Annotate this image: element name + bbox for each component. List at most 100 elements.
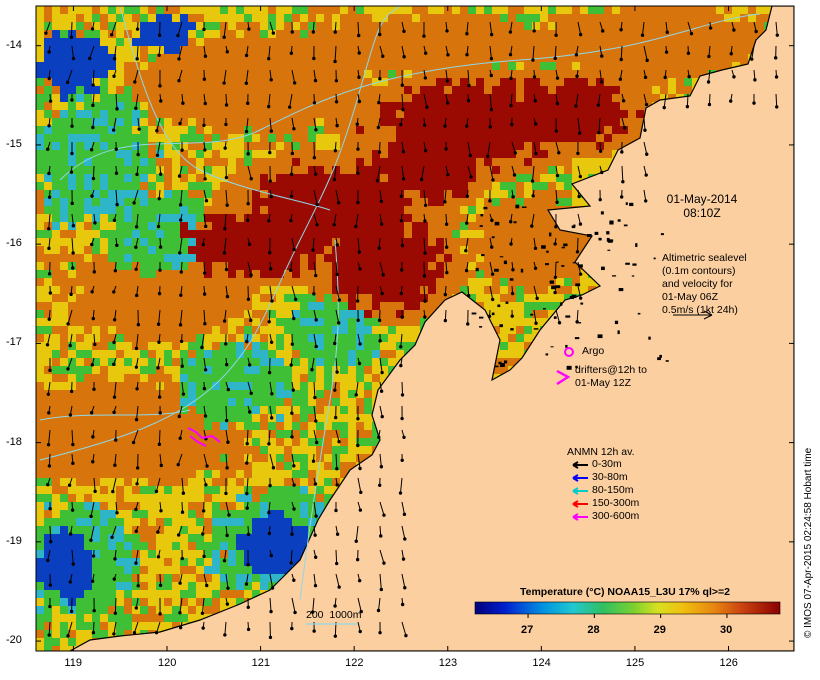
sst-pixel (148, 30, 156, 38)
sst-pixel (524, 310, 532, 318)
sst-pixel (420, 246, 428, 254)
sst-pixel (396, 190, 404, 198)
sst-pixel (36, 126, 44, 134)
sst-pixel (484, 94, 492, 102)
sst-pixel (52, 230, 60, 238)
sst-pixel (492, 30, 500, 38)
sst-pixel (196, 142, 204, 150)
sst-pixel (492, 6, 500, 14)
sst-pixel (436, 86, 444, 94)
sst-pixel (92, 422, 100, 430)
sst-pixel (708, 14, 716, 22)
sst-pixel (716, 22, 724, 30)
sst-pixel (556, 182, 564, 190)
sst-pixel (292, 70, 300, 78)
sst-pixel (276, 398, 284, 406)
sst-pixel (668, 78, 676, 86)
sst-pixel (540, 206, 548, 214)
sst-pixel (188, 86, 196, 94)
sst-pixel (540, 22, 548, 30)
sst-pixel (116, 14, 124, 22)
sst-pixel (148, 366, 156, 374)
sst-pixel (436, 286, 444, 294)
sst-pixel (484, 174, 492, 182)
sst-pixel (212, 30, 220, 38)
sst-pixel (236, 198, 244, 206)
sst-pixel (108, 398, 116, 406)
sst-pixel (132, 22, 140, 30)
sst-pixel (364, 46, 372, 54)
sst-pixel (348, 326, 356, 334)
sst-pixel (244, 22, 252, 30)
sst-pixel (348, 422, 356, 430)
sst-pixel (380, 94, 388, 102)
sst-pixel (196, 270, 204, 278)
sst-pixel (92, 14, 100, 22)
sst-pixel (60, 158, 68, 166)
sst-pixel (84, 310, 92, 318)
sst-pixel (612, 142, 620, 150)
sst-pixel (484, 182, 492, 190)
sst-pixel (340, 334, 348, 342)
sst-pixel (468, 278, 476, 286)
sst-pixel (284, 198, 292, 206)
sst-pixel (100, 366, 108, 374)
sst-pixel (308, 286, 316, 294)
sst-pixel (108, 94, 116, 102)
sst-pixel (532, 222, 540, 230)
sst-pixel (108, 246, 116, 254)
sst-pixel (548, 174, 556, 182)
sst-pixel (108, 350, 116, 358)
sst-pixel (308, 118, 316, 126)
sst-pixel (692, 6, 700, 14)
sst-pixel (500, 302, 508, 310)
sst-pixel (340, 286, 348, 294)
sst-pixel (364, 14, 372, 22)
sst-pixel (292, 14, 300, 22)
sst-pixel (52, 134, 60, 142)
sst-pixel (132, 382, 140, 390)
sst-pixel (284, 46, 292, 54)
sst-pixel (172, 70, 180, 78)
sst-pixel (428, 142, 436, 150)
sst-pixel (220, 246, 228, 254)
sst-pixel (316, 54, 324, 62)
sst-pixel (124, 142, 132, 150)
sst-pixel (548, 158, 556, 166)
sst-pixel (572, 86, 580, 94)
sst-pixel (692, 30, 700, 38)
sst-pixel (444, 166, 452, 174)
sst-pixel (348, 286, 356, 294)
sst-pixel (396, 46, 404, 54)
sst-pixel (204, 406, 212, 414)
sst-pixel (388, 70, 396, 78)
sst-pixel (468, 110, 476, 118)
sst-pixel (244, 262, 252, 270)
sst-pixel (268, 350, 276, 358)
sst-pixel (308, 6, 316, 14)
sst-pixel (564, 270, 572, 278)
sst-pixel (188, 414, 196, 422)
sst-pixel (172, 222, 180, 230)
sst-pixel (324, 78, 332, 86)
sst-pixel (236, 150, 244, 158)
sst-pixel (388, 246, 396, 254)
sst-pixel (116, 94, 124, 102)
sst-pixel (604, 158, 612, 166)
sst-pixel (452, 62, 460, 70)
sst-pixel (60, 22, 68, 30)
sst-pixel (260, 94, 268, 102)
sst-pixel (284, 230, 292, 238)
sst-pixel (468, 182, 476, 190)
sst-pixel (260, 206, 268, 214)
sst-pixel (596, 70, 604, 78)
sst-pixel (172, 422, 180, 430)
sst-pixel (140, 350, 148, 358)
sst-pixel (628, 126, 636, 134)
sst-pixel (612, 46, 620, 54)
sst-pixel (476, 30, 484, 38)
sst-pixel (380, 86, 388, 94)
sst-pixel (36, 22, 44, 30)
sst-pixel (228, 414, 236, 422)
sst-pixel (236, 318, 244, 326)
